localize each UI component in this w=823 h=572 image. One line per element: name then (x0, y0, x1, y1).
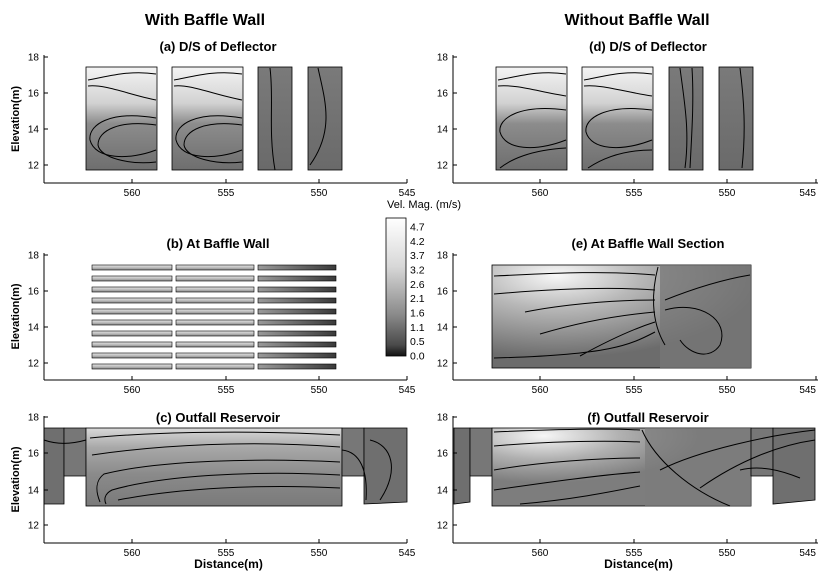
x-tick-label: 555 (626, 548, 643, 559)
y-tick-label: 14 (437, 125, 449, 136)
y-tick-label: 18 (28, 251, 40, 262)
axis-panel-6: 12 14 16 18 560 555 550 545 Distance(m) (437, 413, 818, 571)
y-tick-label: 14 (28, 125, 40, 136)
y-axis-label: Elevation(m) (10, 446, 22, 512)
x-tick-label: 550 (719, 548, 736, 559)
panel-f: (f) Outfall Reservoir (453, 410, 816, 507)
x-tick-label: 555 (218, 188, 235, 199)
panel-e-title: (e) At Baffle Wall Section (572, 236, 725, 251)
x-tick-label: 555 (218, 385, 235, 396)
y-tick-label: 18 (437, 251, 449, 262)
panel-d: (d) D/S of Deflector (495, 39, 754, 171)
panel-c-title: (c) Outfall Reservoir (156, 410, 280, 425)
panel-a: (a) D/S of Deflector (85, 39, 343, 171)
y-tick-label: 14 (437, 486, 449, 497)
colorbar-title: Vel. Mag. (m/s) (387, 199, 461, 211)
colorbar-level-label: 2.1 (410, 293, 425, 305)
colorbar-level-label: 1.1 (410, 322, 425, 334)
x-tick-label: 545 (399, 548, 416, 559)
panel-a-field (85, 66, 343, 171)
colorbar-gradient (385, 217, 407, 357)
y-tick-label: 16 (437, 287, 449, 298)
axis-panel-3: 12 14 16 18 560 555 550 545 Elevation(m) Distance… (10, 413, 416, 572)
panel-b-baffle-strips (91, 264, 337, 370)
y-tick-label: 18 (28, 413, 40, 424)
axis-panel-4: 12 14 16 18 560 555 550 545 (437, 53, 818, 199)
y-tick-label: 18 (437, 413, 449, 424)
x-tick-label: 555 (218, 548, 235, 559)
colorbar: Vel. Mag. (m/s) 4.7 4.2 3.7 3.2 2.6 2.1 1.6 1.1… (385, 199, 461, 363)
panel-c-field (43, 427, 408, 507)
y-tick-label: 16 (28, 89, 40, 100)
x-tick-label: 555 (626, 188, 643, 199)
x-tick-label: 545 (399, 188, 416, 199)
x-tick-label: 560 (124, 548, 141, 559)
colorbar-level-label: 0.0 (410, 351, 425, 363)
axis-panel-1: 12 14 16 18 560 555 550 545 Elevation(m) (10, 53, 416, 200)
colorbar-level-label: 1.6 (410, 308, 425, 320)
panel-b: (b) At Baffle Wall (91, 236, 337, 370)
x-tick-label: 550 (311, 548, 328, 559)
x-tick-label: 545 (799, 548, 816, 559)
panel-c: (c) Outfall Reservoir (43, 410, 408, 507)
panel-f-title: (f) Outfall Reservoir (587, 410, 708, 425)
y-tick-label: 16 (28, 449, 40, 460)
x-tick-label: 560 (532, 548, 549, 559)
x-tick-label: 545 (399, 385, 416, 396)
panel-d-field (495, 66, 754, 171)
y-axis-label: Elevation(m) (10, 283, 22, 349)
x-axis-label: Distance(m) (194, 557, 263, 571)
x-tick-label: 560 (532, 385, 549, 396)
y-tick-label: 12 (28, 161, 40, 172)
x-tick-label: 560 (124, 188, 141, 199)
x-tick-label: 550 (719, 188, 736, 199)
axis-panel-2: 12 14 16 18 560 555 550 545 Elevation(m) (10, 251, 416, 397)
colorbar-level-label: 2.6 (410, 279, 425, 291)
y-tick-label: 12 (437, 359, 449, 370)
y-tick-label: 16 (437, 89, 449, 100)
y-tick-label: 12 (437, 521, 449, 532)
y-tick-label: 18 (437, 53, 449, 64)
y-axis-label: Elevation(m) (10, 86, 22, 152)
y-tick-label: 16 (28, 287, 40, 298)
y-tick-label: 14 (28, 323, 40, 334)
x-tick-label: 555 (626, 385, 643, 396)
y-tick-label: 14 (28, 486, 40, 497)
panel-e-field (491, 264, 752, 369)
x-tick-label: 545 (799, 385, 816, 396)
axis-panel-5: 12 14 16 18 560 555 550 545 (437, 251, 818, 396)
y-tick-label: 12 (28, 521, 40, 532)
colorbar-level-label: 3.7 (410, 250, 425, 262)
right-column-header: Without Baffle Wall (564, 12, 709, 29)
axes: 12 14 16 18 560 555 550 545 Elevation(m) 12 14 16 18… (10, 53, 818, 572)
x-tick-label: 550 (311, 385, 328, 396)
colorbar-level-label: 4.7 (410, 222, 425, 234)
y-tick-label: 12 (437, 161, 449, 172)
panel-f-field (453, 427, 816, 507)
colorbar-level-label: 0.5 (410, 336, 425, 348)
y-tick-label: 18 (28, 53, 40, 64)
panel-e: (e) At Baffle Wall Section (491, 236, 752, 369)
x-tick-label: 550 (311, 188, 328, 199)
y-tick-label: 12 (28, 359, 40, 370)
panel-d-title: (d) D/S of Deflector (589, 39, 707, 54)
panel-b-title: (b) At Baffle Wall (166, 236, 269, 251)
colorbar-level-label: 3.2 (410, 265, 425, 277)
x-tick-label: 550 (719, 385, 736, 396)
colorbar-labels: 4.7 4.2 3.7 3.2 2.6 2.1 1.6 1.1 0.5 0.0 (410, 222, 425, 363)
x-tick-label: 560 (124, 385, 141, 396)
y-tick-label: 16 (437, 449, 449, 460)
colorbar-level-label: 4.2 (410, 236, 425, 248)
x-tick-label: 560 (532, 188, 549, 199)
x-axis-label: Distance(m) (604, 557, 673, 571)
left-column-header: With Baffle Wall (145, 12, 265, 29)
y-tick-label: 14 (437, 323, 449, 334)
x-tick-label: 545 (799, 188, 816, 199)
panel-a-title: (a) D/S of Deflector (159, 39, 276, 54)
